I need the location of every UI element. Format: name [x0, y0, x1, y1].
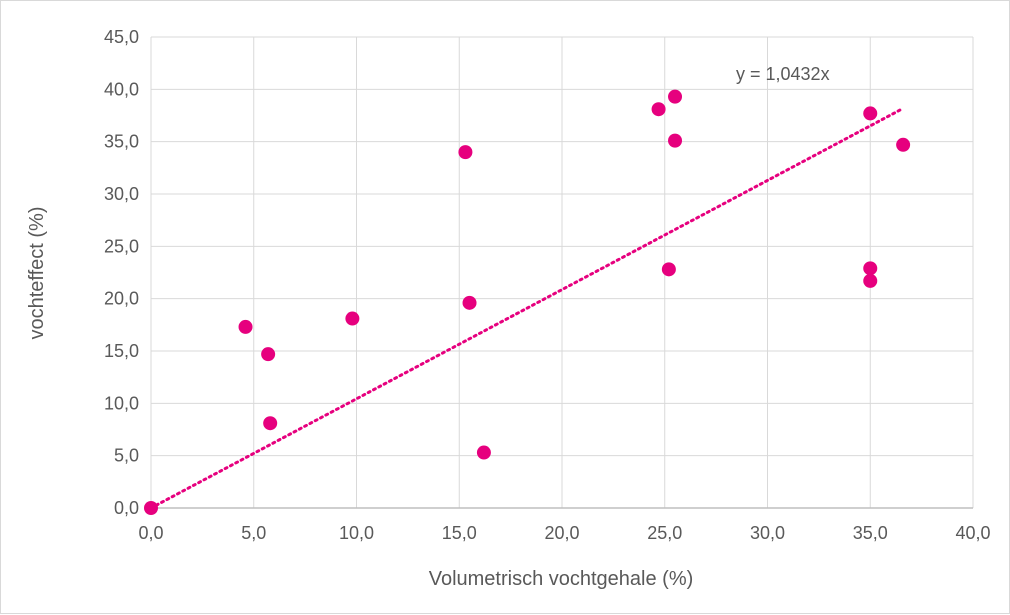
- scatter-point: [863, 273, 878, 288]
- scatter-point: [896, 137, 911, 152]
- x-tick-label: 15,0: [442, 523, 477, 543]
- scatter-point: [476, 445, 491, 460]
- gridlines: [150, 36, 974, 509]
- trendline-equation: y = 1,0432x: [736, 64, 830, 84]
- scatter-point: [238, 319, 253, 334]
- data-points: [144, 89, 911, 515]
- y-tick-label: 25,0: [104, 236, 139, 256]
- x-tick-label: 25,0: [647, 523, 682, 543]
- y-axis-title: vochteffect (%): [26, 206, 48, 339]
- scatter-point: [651, 102, 666, 117]
- trendline-group: [149, 107, 903, 510]
- tick-labels: 0,0 5,0 10,0 15,0 20,0 25,0 30,0 35,0 40,0 0,0 5,0…: [104, 27, 991, 543]
- scatter-point: [668, 133, 683, 148]
- x-tick-label: 20,0: [544, 523, 579, 543]
- x-tick-label: 40,0: [955, 523, 990, 543]
- scatter-point: [261, 347, 276, 362]
- scatter-point: [144, 501, 158, 515]
- x-tick-label: 5,0: [241, 523, 266, 543]
- x-tick-label: 30,0: [750, 523, 785, 543]
- x-tick-label: 35,0: [853, 523, 888, 543]
- y-tick-label: 30,0: [104, 184, 139, 204]
- scatter-point: [863, 261, 878, 276]
- y-tick-label: 15,0: [104, 341, 139, 361]
- y-tick-label: 0,0: [114, 498, 139, 518]
- y-tick-label: 10,0: [104, 393, 139, 413]
- scatter-point: [458, 145, 473, 160]
- x-axis-title: Volumetrisch vochtgehale (%): [429, 568, 694, 590]
- y-tick-label: 35,0: [104, 132, 139, 152]
- y-tick-label: 40,0: [104, 79, 139, 99]
- trendline: [149, 107, 903, 510]
- scatter-point: [863, 106, 878, 121]
- scatter-point: [462, 295, 477, 310]
- y-tick-label: 45,0: [104, 27, 139, 47]
- scatter-point: [668, 89, 683, 104]
- scatter-point: [661, 262, 676, 277]
- scatter-point: [263, 416, 278, 431]
- x-tick-label: 10,0: [339, 523, 374, 543]
- x-tick-label: 0,0: [138, 523, 163, 543]
- scatter-point: [345, 311, 360, 326]
- y-tick-label: 20,0: [104, 289, 139, 309]
- y-tick-label: 5,0: [114, 446, 139, 466]
